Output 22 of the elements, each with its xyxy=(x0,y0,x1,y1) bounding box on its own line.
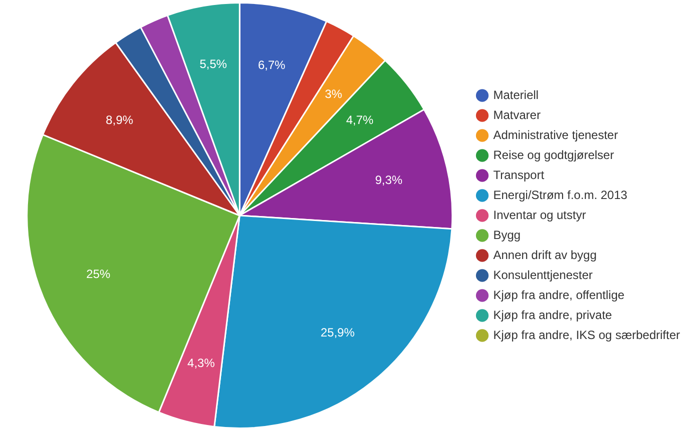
legend-label: Transport xyxy=(493,168,545,182)
data-label: 25% xyxy=(86,266,111,281)
legend-label: Inventar og utstyr xyxy=(493,208,586,222)
legend-label: Reise og godtgjørelser xyxy=(493,148,614,162)
legend-label: Kjøp fra andre, IKS og særbedrifter xyxy=(493,328,680,342)
data-label: 3% xyxy=(324,86,343,101)
legend-label: Administrative tjenester xyxy=(493,128,618,142)
legend-label: Energi/Strøm f.o.m. 2013 xyxy=(493,188,628,202)
legend-label: Kjøp fra andre, offentlige xyxy=(493,288,625,302)
data-label: 5,5% xyxy=(200,56,228,71)
legend-label: Bygg xyxy=(493,228,521,242)
legend-label: Materiell xyxy=(493,88,539,102)
data-label: 4,3% xyxy=(187,356,216,370)
legend-label: Kjøp fra andre, private xyxy=(493,308,612,322)
data-label: 8,9% xyxy=(106,112,134,127)
data-label: 4,7% xyxy=(346,112,374,127)
legend-label: Matvarer xyxy=(493,108,541,122)
legend-label: Konsulenttjenester xyxy=(493,268,593,282)
data-label: 6,7% xyxy=(258,58,286,72)
data-label: 9,3% xyxy=(375,172,403,187)
legend-label: Annen drift av bygg xyxy=(493,248,597,262)
data-label: 25,9% xyxy=(320,326,355,340)
